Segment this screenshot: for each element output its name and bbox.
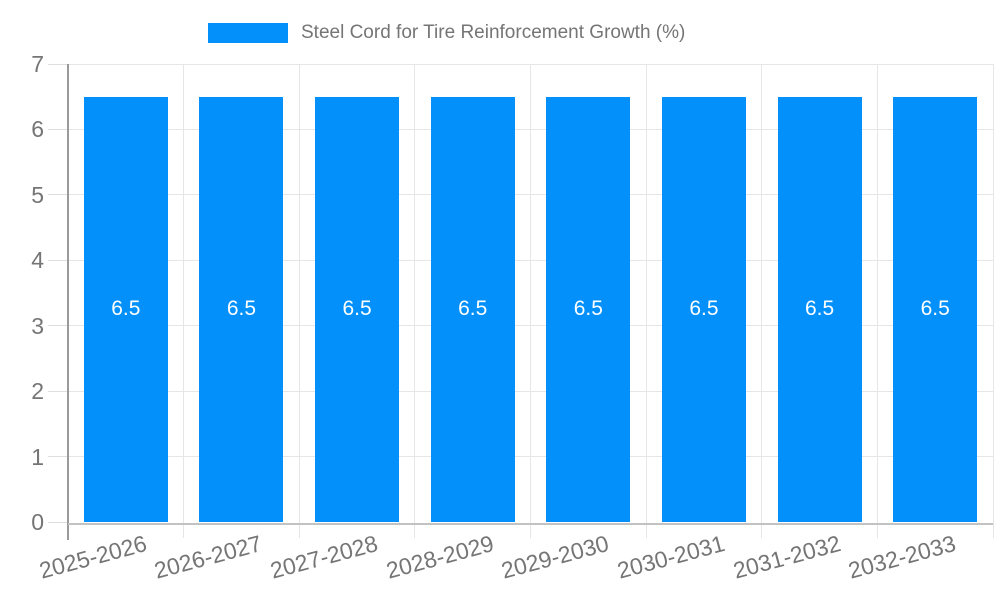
x-gridline bbox=[876, 64, 878, 538]
bar[interactable] bbox=[546, 96, 631, 522]
bar-value-label: 6.5 bbox=[342, 297, 372, 321]
x-axis-tick-label: 2027-2028 bbox=[267, 530, 381, 584]
y-axis-tick-label: 6 bbox=[31, 116, 44, 143]
y-tick-mark bbox=[48, 194, 68, 196]
y-tick-mark bbox=[48, 259, 68, 261]
y-axis-tick-label: 7 bbox=[31, 51, 44, 77]
x-axis-tick-label: 2032-2033 bbox=[845, 530, 959, 584]
y-tick-mark bbox=[48, 63, 68, 65]
bar-value-label: 6.5 bbox=[920, 297, 950, 321]
bar[interactable] bbox=[661, 96, 746, 522]
x-gridline bbox=[645, 64, 647, 538]
x-gridline bbox=[992, 64, 994, 538]
legend-item[interactable]: Steel Cord for Tire Reinforcement Growth… bbox=[208, 22, 685, 44]
y-axis-tick-label: 2 bbox=[31, 378, 44, 405]
x-axis-tick-label: 2029-2030 bbox=[498, 530, 612, 584]
bar-value-label: 6.5 bbox=[458, 297, 488, 321]
legend-label: Steel Cord for Tire Reinforcement Growth… bbox=[301, 22, 686, 43]
x-axis-tick-label: 2026-2027 bbox=[151, 530, 265, 584]
legend-swatch bbox=[208, 23, 288, 43]
bar[interactable] bbox=[430, 96, 515, 522]
x-axis-line bbox=[68, 522, 993, 525]
x-gridline bbox=[298, 64, 300, 538]
x-gridline bbox=[530, 64, 531, 538]
x-axis-tick-label: 2030-2031 bbox=[614, 530, 728, 584]
y-tick-mark bbox=[48, 390, 68, 392]
y-tick-mark bbox=[48, 325, 68, 327]
y-axis-tick-label: 0 bbox=[31, 509, 44, 535]
x-gridline bbox=[183, 64, 185, 538]
bar-value-label: 6.5 bbox=[689, 297, 719, 321]
x-gridline bbox=[761, 64, 763, 538]
bar[interactable] bbox=[83, 96, 168, 522]
x-axis-tick-label: 2031-2032 bbox=[730, 530, 844, 584]
y-axis-line bbox=[67, 64, 69, 540]
bar-value-label: 6.5 bbox=[804, 297, 835, 321]
x-axis-tick-label: 2028-2029 bbox=[383, 530, 497, 584]
bar-value-label: 6.5 bbox=[573, 297, 603, 321]
bar-value-label: 6.5 bbox=[111, 297, 141, 321]
y-tick-mark bbox=[48, 456, 68, 458]
bar[interactable] bbox=[315, 96, 400, 522]
y-tick-mark bbox=[48, 521, 68, 523]
y-axis-tick-label: 1 bbox=[31, 443, 44, 470]
bar[interactable] bbox=[893, 96, 978, 522]
x-gridline bbox=[414, 64, 416, 538]
bar[interactable] bbox=[199, 96, 284, 522]
bar-value-label: 6.5 bbox=[226, 297, 257, 321]
y-tick-mark bbox=[48, 128, 68, 130]
bar[interactable] bbox=[777, 96, 862, 522]
y-axis-tick-label: 4 bbox=[31, 247, 44, 274]
y-axis-tick-label: 3 bbox=[31, 312, 44, 339]
y-axis-tick-label: 5 bbox=[31, 181, 44, 208]
x-axis-tick-label: 2025-2026 bbox=[36, 530, 150, 584]
